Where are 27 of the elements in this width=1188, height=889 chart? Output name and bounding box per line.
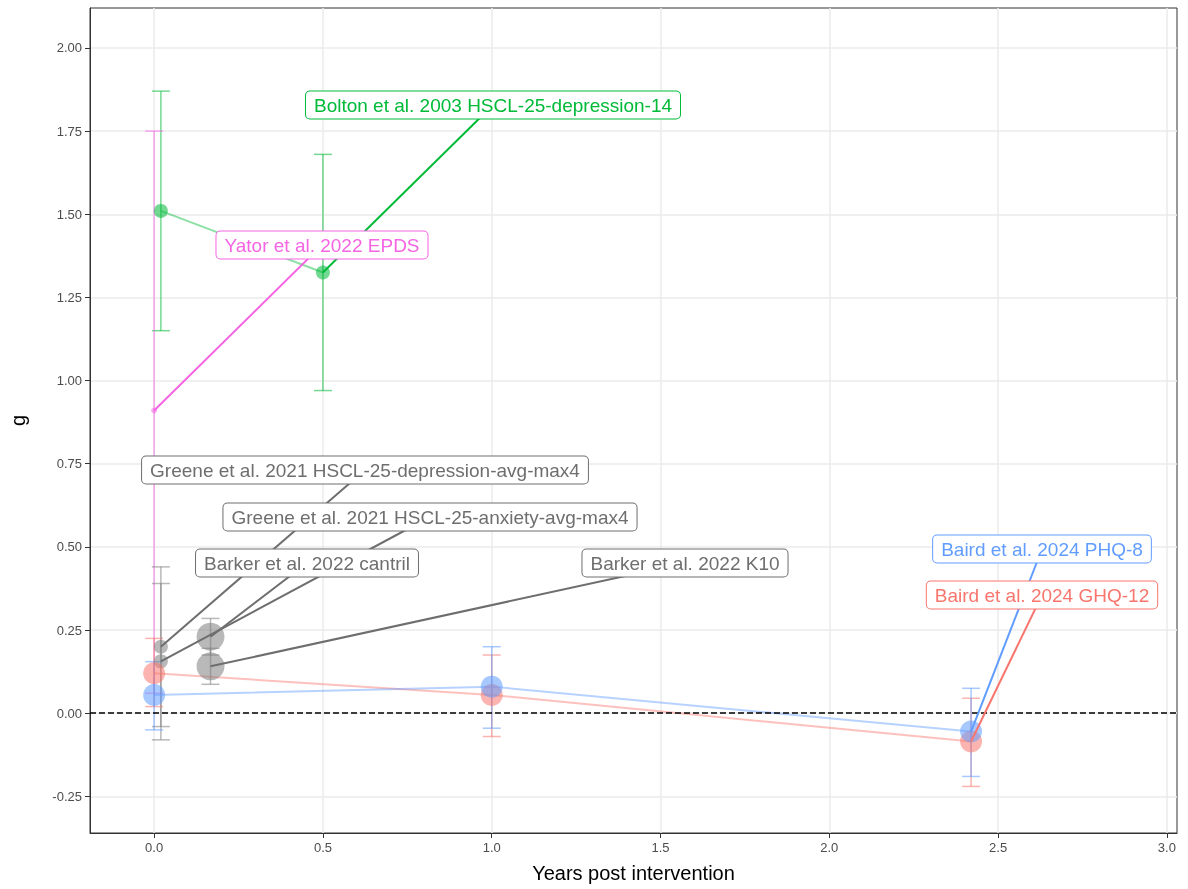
x-tick-label: 3.0 <box>1157 840 1176 855</box>
y-tick-label: 1.50 <box>56 206 82 222</box>
text: Barker et al. 2022 cantril <box>204 552 410 574</box>
x-tick-label: 2.5 <box>989 840 1008 855</box>
text: Yator et al. 2022 EPDS <box>224 234 420 256</box>
x-tick-label: 0.0 <box>145 840 164 855</box>
text: Greene et al. 2021 HSCL-25-anxiety-avg-max4 <box>231 506 629 528</box>
y-tick-label: 0.50 <box>56 539 82 555</box>
x-tick-label: 0.5 <box>313 840 332 855</box>
x-tick-label: 2.0 <box>820 840 839 855</box>
text: Barker et al. 2022 K10 <box>590 552 780 574</box>
text: Greene et al. 2021 HSCL-25-depression-avg-max4 <box>150 459 581 481</box>
y-tick-label: 1.00 <box>56 373 82 389</box>
text: Baird et al. 2024 PHQ-8 <box>941 538 1143 560</box>
x-axis-title: Years post intervention <box>532 862 735 884</box>
y-tick-label: -0.25 <box>52 788 82 804</box>
y-tick-label: 0.25 <box>56 622 82 638</box>
y-tick-label: 1.25 <box>56 289 82 305</box>
x-tick-label: 1.5 <box>651 840 670 855</box>
y-tick-label: 0.00 <box>56 705 82 721</box>
text: Bolton et al. 2003 HSCL-25-depression-14 <box>313 94 673 116</box>
y-axis-title: g <box>7 414 29 427</box>
x-tick-label: 1.0 <box>482 840 501 855</box>
y-tick-label: 1.75 <box>56 123 82 139</box>
y-tick-label: 2.00 <box>56 40 82 56</box>
y-tick-label: 0.75 <box>56 456 82 472</box>
text: Baird et al. 2024 GHQ-12 <box>934 584 1150 606</box>
